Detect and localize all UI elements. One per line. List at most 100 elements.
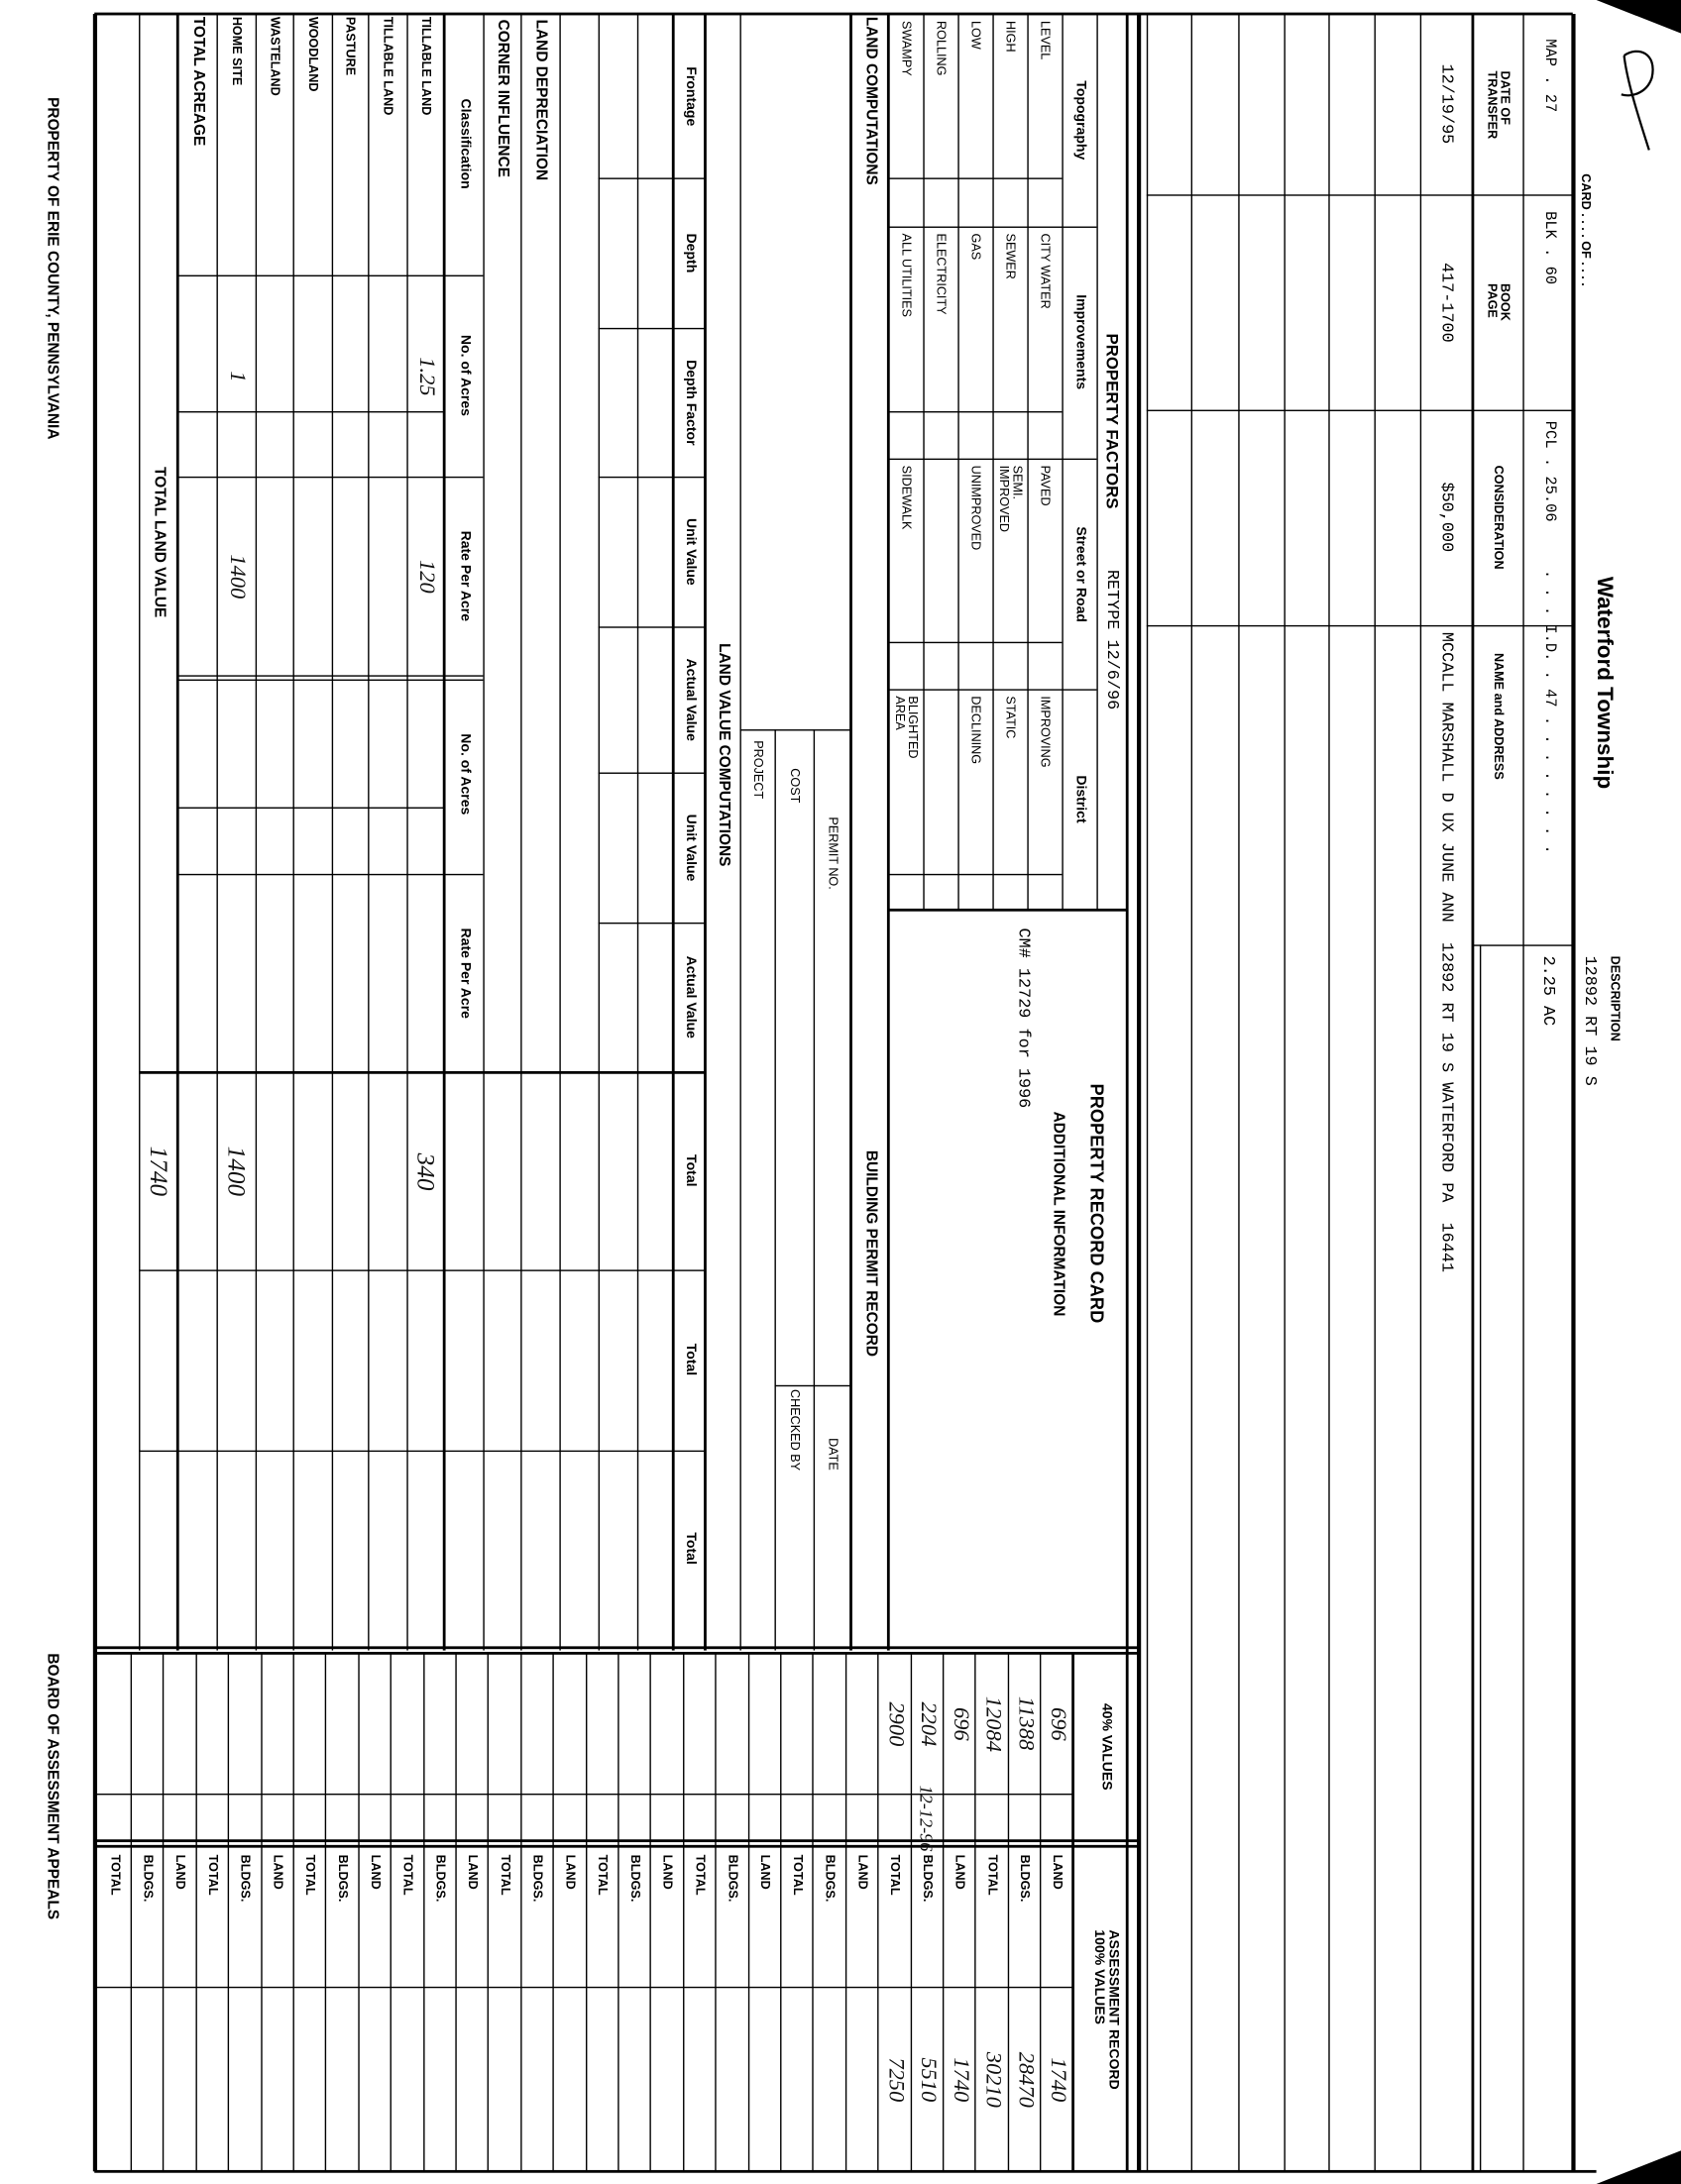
assessment-100-value <box>420 1987 458 2171</box>
property-factor-option: IMPROVING <box>1038 696 1053 768</box>
assessment-row-label: LAND <box>271 1854 285 1890</box>
assessment-row-label: TOTAL <box>499 1854 513 1896</box>
rule-line <box>177 806 445 809</box>
assessment-100-value <box>323 1987 361 2171</box>
assessment-40-value <box>778 1653 816 1794</box>
assessment-row-label: LAND <box>953 1854 967 1890</box>
property-factor-option: SEWER <box>1003 233 1018 279</box>
land-value-column-header: Actual Value <box>682 658 699 741</box>
assessment-row-label: BLDGS. <box>628 1854 643 1903</box>
rule-line <box>1237 14 1239 2172</box>
rule-line <box>331 14 333 1651</box>
additional-info-note: CM# 12729 for 1996 <box>1013 928 1034 1109</box>
rule-line <box>139 1268 706 1271</box>
rule-line <box>812 1653 815 2172</box>
property-factor-option: BLIGHTED AREA <box>893 696 921 759</box>
assessment-40-value <box>713 1653 750 1794</box>
property-factor-option: ALL UTILITIES <box>899 233 914 317</box>
rule-line <box>177 873 484 875</box>
rule-line <box>812 729 815 1651</box>
permit-date-label: DATE <box>826 1438 840 1471</box>
description-address: 12892 RT 19 S <box>1580 955 1600 1086</box>
rule-line <box>519 14 521 1651</box>
rule-line <box>177 273 484 276</box>
rule-line <box>844 1653 846 2172</box>
permit-project-label: PROJECT <box>750 740 765 800</box>
transfer-name-address: MCCALL MARSHALL D UX JUNE ANN 12892 RT 1… <box>1436 631 1457 1273</box>
rule-line <box>177 476 484 478</box>
land-depreciation-label: LAND DEPRECIATION <box>532 19 550 181</box>
assessment-100-value <box>583 1987 620 2171</box>
assessment-100-value <box>648 1987 686 2171</box>
classification-column-header: No. of Acres <box>457 733 473 816</box>
assessment-100-value: 30210 <box>981 2051 1005 2108</box>
property-factor-option: PAVED <box>1038 465 1053 506</box>
land-value-column-header: Actual Value <box>682 955 699 1039</box>
property-factor-header: Street or Road <box>1072 525 1088 622</box>
property-factor-option: LEVEL <box>1038 21 1053 60</box>
permit-checked-by-label: CHECKED BY <box>788 1389 803 1472</box>
rule-line <box>139 1449 706 1452</box>
land-value-column-header: Depth <box>682 233 699 273</box>
land-value-column-header: Unit Value <box>682 517 699 586</box>
rule-line <box>773 729 776 1651</box>
land-class-rate: 1400 <box>225 553 250 599</box>
rule-line <box>1146 14 1148 2172</box>
land-class-label: WOODLAND <box>306 16 321 92</box>
land-value-column-header: Total <box>682 1532 699 1566</box>
rule-line <box>94 1839 1139 1843</box>
rule-line <box>254 14 257 1651</box>
rule-line <box>1419 14 1421 2172</box>
transfer-book-page: 417-1700 <box>1436 262 1457 343</box>
assessment-100-value <box>550 1987 588 2171</box>
assessment-40-value <box>356 1653 393 1794</box>
rule-line <box>92 14 97 2172</box>
assessment-row-label: TOTAL <box>206 1854 221 1896</box>
assessment-40-header: 40% VALUES <box>1098 1703 1114 1791</box>
rule-line <box>598 176 706 179</box>
rule-line <box>94 1646 1139 1650</box>
rule-line <box>175 14 179 1651</box>
rule-line <box>552 1653 554 2172</box>
rule-line <box>94 1844 1139 1848</box>
assessment-row-label: BLDGS. <box>726 1854 740 1903</box>
assessment-40-value <box>193 1653 231 1794</box>
rule-line <box>974 1653 976 2172</box>
rule-line <box>367 14 369 1651</box>
assessment-40-value <box>290 1653 328 1794</box>
assessment-40-value: 2900 <box>883 1700 908 1746</box>
property-factor-option: UNIMPROVED <box>968 465 983 551</box>
rule-line <box>482 14 485 1651</box>
property-factor-header: Improvements <box>1072 294 1088 390</box>
assessment-100-value <box>745 1987 783 2171</box>
rule-line <box>888 641 1063 643</box>
rule-line <box>888 688 1097 691</box>
rule-line <box>139 1070 706 1074</box>
rule-line <box>487 1653 490 2172</box>
rule-line <box>325 1653 327 2172</box>
rule-line <box>617 1653 619 2172</box>
rule-line <box>177 678 484 681</box>
property-factor-header: District <box>1072 775 1088 823</box>
assessment-100-value <box>389 1987 426 2171</box>
assessment-100-value <box>842 1987 880 2171</box>
land-class-label: HOME SITE <box>230 16 245 86</box>
transfer-column-header: CONSIDERATION <box>1492 465 1507 570</box>
property-factor-option <box>923 689 957 873</box>
rule-line <box>455 1653 457 2172</box>
assessment-row-label: TOTAL <box>400 1854 415 1896</box>
rule-line <box>1040 1653 1042 2172</box>
handwritten-initial-mark <box>1621 50 1654 151</box>
total-acreage-label: TOTAL ACREAGE <box>189 16 207 147</box>
land-class-label: TILLABLE LAND <box>419 16 434 116</box>
classification-column-header: Rate Per Acre <box>457 530 473 621</box>
land-class-total: 340 <box>411 1151 440 1190</box>
rule-line <box>215 14 218 1651</box>
land-value-column-header: Total <box>682 1154 699 1188</box>
rule-line <box>942 1653 945 2172</box>
assessment-100-value <box>161 1987 198 2171</box>
rule-line <box>888 410 1063 412</box>
township-title: Waterford Township <box>1592 576 1617 790</box>
property-factor-option: CITY WATER <box>1038 233 1053 309</box>
